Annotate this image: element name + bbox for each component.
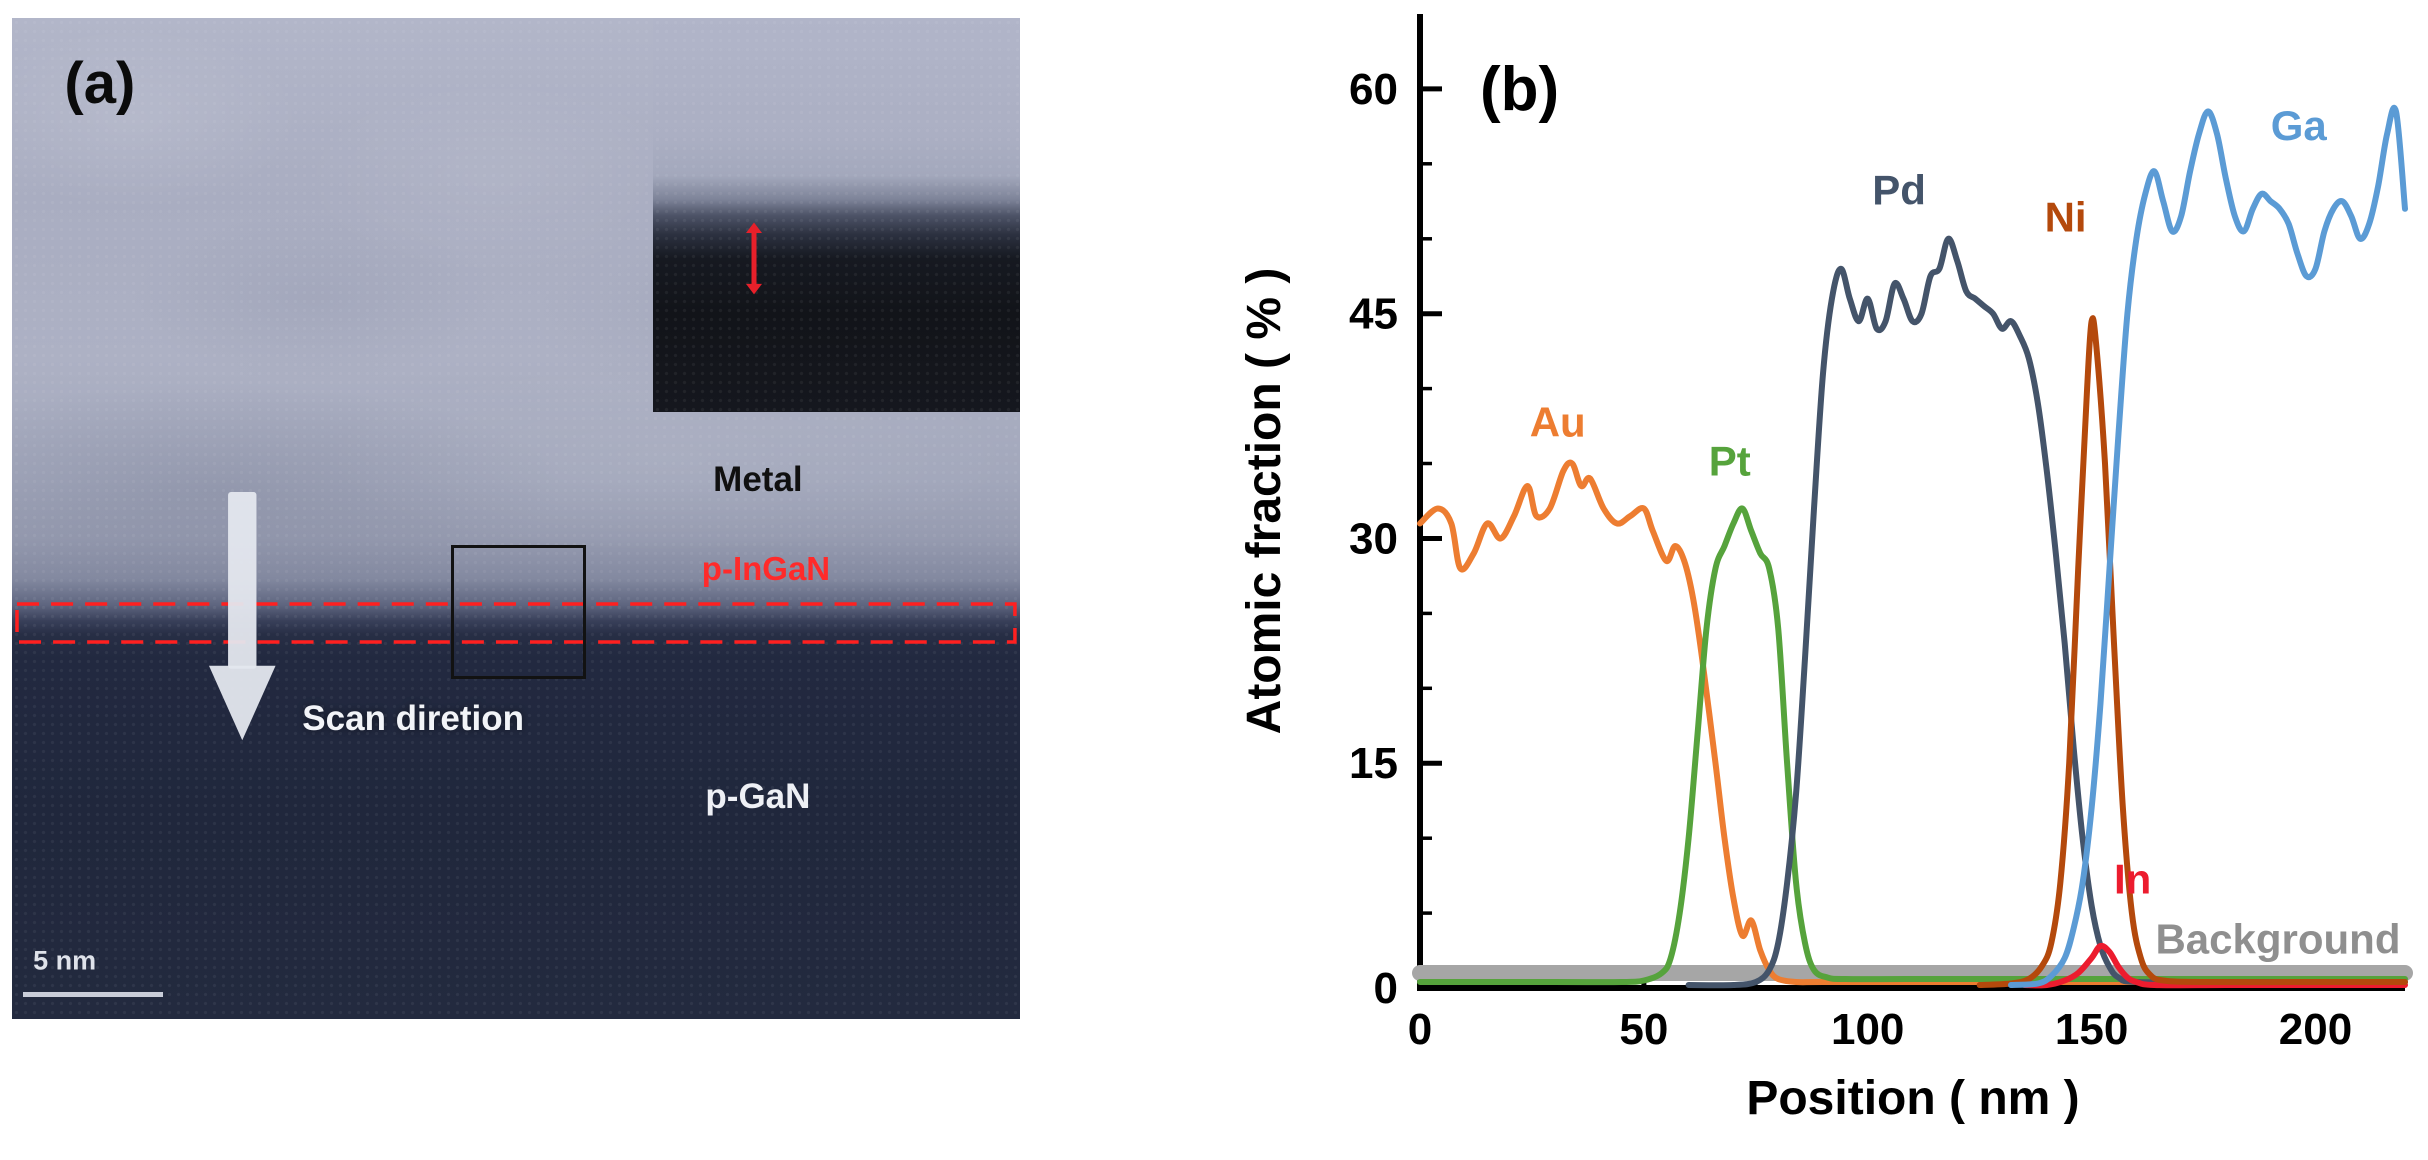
panel-b-label: (b) [1480,55,1559,124]
scale-bar-label: 5 nm [33,945,97,976]
lattice-roi-box [451,544,586,679]
series-au-label: Au [1530,399,1586,446]
series-pt-label: Pt [1709,438,1751,485]
series-pd-label: Pd [1872,166,1926,213]
interface-roi-dashed-box [15,601,1017,644]
x-tick-label: 100 [1831,1005,1904,1054]
x-tick-label: 200 [2279,1005,2352,1054]
y-tick-label: 30 [1349,515,1398,564]
series-in-label: In [2114,856,2151,903]
series-ni-label: Ni [2045,193,2087,240]
inset-hrtem-crop [653,18,1020,413]
series-ga-line [2008,104,2408,988]
series-ga-label: Ga [2271,102,2328,149]
scan-direction-arrow-icon [208,492,276,741]
series-background-label: Background [2155,916,2400,963]
eds-line-profile-chart: 0 15 30 45 60 0 50 100 150 200 Atomic fraction ( %… [1238,14,2413,1125]
panel-a-micrograph: (a) Metal p-InGaN Scan diretion p-GaN 5 … [12,18,1020,1019]
scale-bar [23,991,164,997]
series-ni-line [1976,315,2408,988]
y-tick-label: 60 [1349,65,1398,114]
inset-lattice-texture [653,18,1020,413]
series-pt-line [1417,505,2408,986]
x-axis-title: Position ( nm ) [1746,1072,2079,1125]
panel-b-eds-profile: 0 15 30 45 60 0 50 100 150 200 Atomic fraction ( %… [1180,0,2428,1160]
p-gan-region-label: p-GaN [705,776,811,816]
y-axis-title: Atomic fraction ( % ) [1238,268,1291,735]
chart-axes [1417,14,2405,991]
x-tick-label: 50 [1619,1005,1668,1054]
x-tick-label: 0 [1408,1005,1432,1054]
y-tick-label: 15 [1349,739,1398,788]
layer-thickness-arrow-icon [746,222,763,295]
y-tick-label: 45 [1349,290,1398,339]
x-tick-label: 150 [2055,1005,2128,1054]
panel-a-label: (a) [64,51,136,117]
series-au-line [1417,459,2408,986]
y-tick-label: 0 [1374,964,1398,1013]
scan-direction-label: Scan diretion [302,698,525,738]
p-ingan-layer-label: p-InGaN [701,549,831,587]
metal-region-label: Metal [713,460,803,500]
